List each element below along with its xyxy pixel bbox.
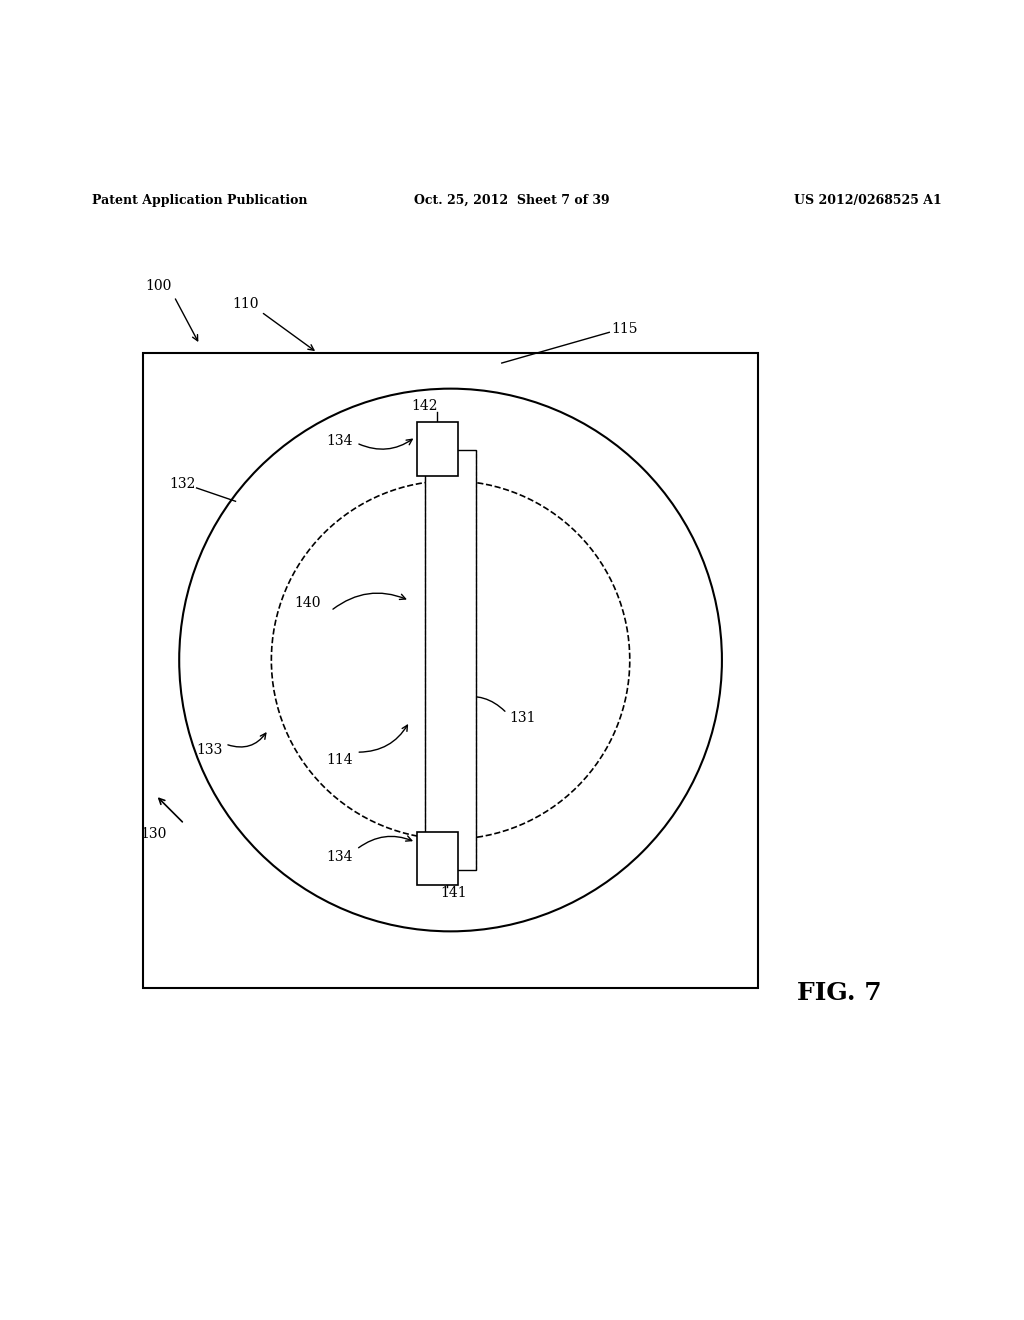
Circle shape — [179, 388, 722, 932]
Text: 140: 140 — [294, 595, 321, 610]
Text: Patent Application Publication: Patent Application Publication — [92, 194, 307, 207]
Bar — [425, 450, 476, 870]
Text: Oct. 25, 2012  Sheet 7 of 39: Oct. 25, 2012 Sheet 7 of 39 — [414, 194, 610, 207]
Bar — [417, 832, 458, 886]
Text: 115: 115 — [611, 322, 638, 337]
Text: 141: 141 — [440, 887, 467, 900]
Text: 110: 110 — [232, 297, 259, 310]
Text: US 2012/0268525 A1: US 2012/0268525 A1 — [795, 194, 942, 207]
Text: 142: 142 — [412, 399, 438, 413]
Text: 100: 100 — [145, 280, 172, 293]
Text: 114: 114 — [327, 754, 353, 767]
Text: 130: 130 — [140, 828, 167, 841]
Text: 131: 131 — [509, 711, 536, 726]
Bar — [143, 352, 758, 987]
Text: 132: 132 — [169, 477, 196, 491]
Text: 134: 134 — [327, 850, 353, 863]
Text: 134: 134 — [327, 434, 353, 447]
Bar — [417, 422, 458, 475]
Text: FIG. 7: FIG. 7 — [798, 981, 882, 1005]
Text: 133: 133 — [197, 743, 223, 758]
